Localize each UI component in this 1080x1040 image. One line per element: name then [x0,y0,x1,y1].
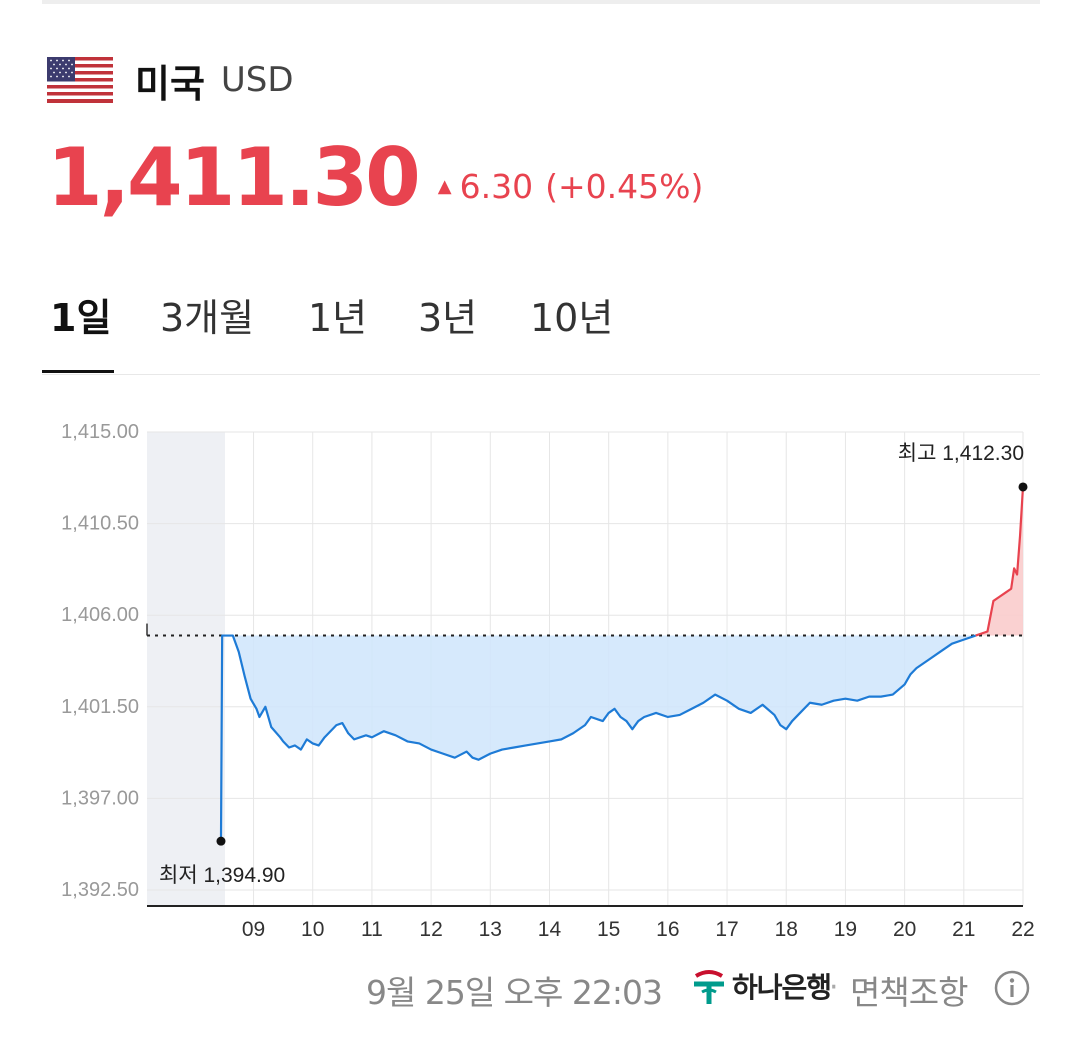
y-tick-label: 1,397.00 [61,787,139,809]
y-tick-label: 1,415.00 [61,421,139,443]
current-price: 1,411.30 [47,130,421,224]
x-tick-label: 19 [834,918,857,941]
tab-1year[interactable]: 1년 [308,296,368,340]
country-name: 미국 [135,61,205,106]
bank-source[interactable]: 하나은행 [690,966,832,1006]
currency-header: 미국 USD [47,52,294,108]
disclaimer-link[interactable]: 면책조항 [850,973,968,1012]
y-tick-label: 1,410.50 [61,513,139,535]
x-tick-label: 09 [242,918,265,941]
x-tick-label: 17 [715,918,738,941]
update-time: 9월 25일 오후 22:03 [366,973,663,1012]
us-flag-icon [47,57,113,103]
x-tick-label: 11 [361,918,383,941]
x-tick-label: 12 [419,918,442,941]
tab-1day[interactable]: 1일 [50,296,112,340]
night-session-shade [147,432,225,906]
up-arrow-icon: ▲ [437,175,452,197]
bank-name: 하나은행 [732,971,832,1004]
chart-svg: 1,415.00 1,410.50 1,406.00 1,401.50 1,397.00… [61,421,1035,941]
x-tick-label: 13 [479,918,502,941]
moon-icon [199,919,212,937]
price-change: ▲ 6.30 (+0.45%) [438,167,704,206]
min-label: 최저 1,394.90 [159,864,285,887]
min-point [216,836,226,846]
active-tab-indicator [42,370,114,373]
period-tabs: 1일 3개월 1년 3년 10년 [42,282,1040,375]
x-tick-label: 16 [656,918,679,941]
change-percent: (+0.45%) [545,166,704,206]
change-amount: 6.30 [459,166,534,206]
x-tick-label: 14 [538,918,562,941]
x-tick-label: 22 [1011,918,1034,941]
y-tick-label: 1,401.50 [61,696,139,718]
x-tick-label: 15 [597,918,620,941]
tab-3months[interactable]: 3개월 [160,296,255,340]
tab-3years[interactable]: 3년 [418,296,478,340]
max-point [1018,482,1028,492]
quote-row: 1,411.30 ▲ 6.30 (+0.45%) [47,130,704,224]
x-tick-label: 18 [775,918,798,941]
y-tick-label: 1,392.50 [61,879,139,901]
max-label: 최고 1,412.30 [898,442,1024,465]
separator: · [829,970,839,1005]
y-tick-label: 1,406.00 [61,604,139,626]
price-chart[interactable]: 1,415.00 1,410.50 1,406.00 1,401.50 1,397.00… [0,400,1080,960]
area-above-reference [975,486,1023,636]
x-tick-label: 10 [301,918,324,941]
x-tick-label: 21 [952,918,975,941]
footer: 9월 25일 오후 22:03 하나은행 · 면책조항 [0,962,1080,1012]
currency-code: USD [220,60,294,100]
x-tick-label: 20 [893,918,916,941]
hana-bank-logo-icon [694,970,724,1004]
price-line-down [219,634,977,842]
top-divider [42,0,1040,4]
info-icon[interactable] [994,970,1030,1006]
tab-10years[interactable]: 10년 [530,296,614,340]
price-line-up [975,486,1025,637]
area-below-reference [222,635,976,760]
